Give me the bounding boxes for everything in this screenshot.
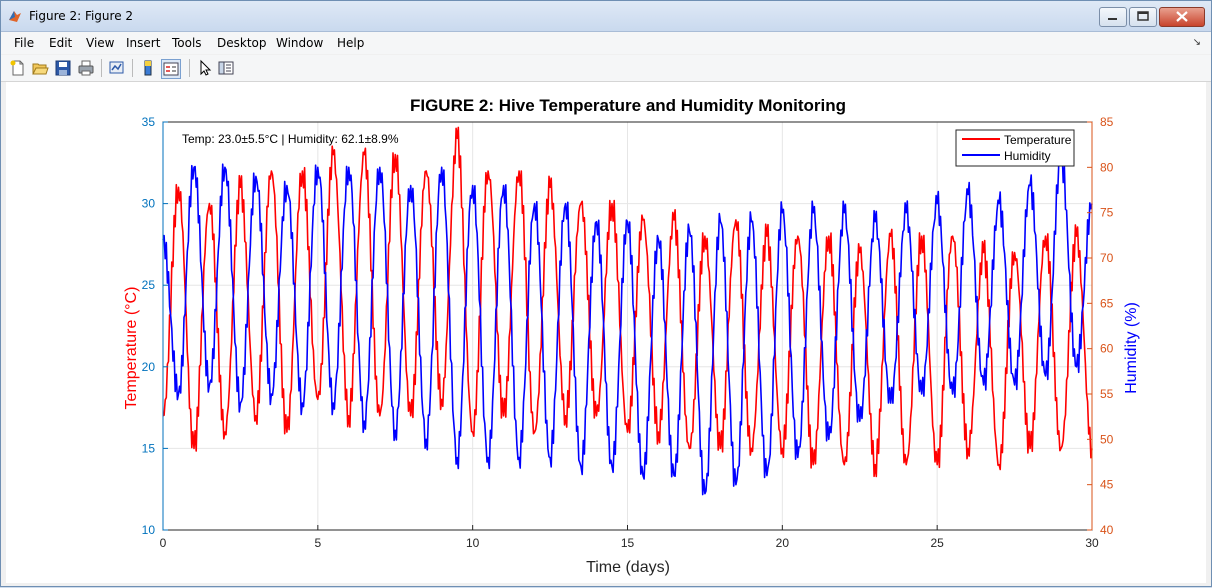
y-tick-label-right: 80 — [1100, 160, 1114, 174]
y-axis-label-left: Temperature (°C) — [123, 287, 140, 410]
y-tick-label-right: 85 — [1100, 115, 1114, 129]
print-icon[interactable] — [77, 59, 95, 77]
maximize-icon — [1137, 11, 1149, 21]
minimize-button[interactable] — [1099, 7, 1127, 27]
close-icon — [1176, 11, 1188, 22]
toolbar-separator — [101, 59, 102, 77]
y-tick-label-right: 40 — [1100, 523, 1114, 537]
x-tick-label: 10 — [466, 536, 480, 550]
menu-desktop[interactable]: Desktop — [217, 36, 267, 50]
toolbar — [1, 55, 1211, 82]
series-layer — [162, 126, 1093, 496]
y-tick-label-left: 20 — [142, 360, 156, 374]
window-title: Figure 2: Figure 2 — [29, 9, 134, 23]
y-tick-label-right: 60 — [1100, 342, 1114, 356]
maximize-button[interactable] — [1129, 7, 1157, 27]
series-line-humidity — [162, 149, 1093, 496]
legend-label-humidity: Humidity — [1004, 149, 1051, 163]
x-tick-label: 25 — [930, 536, 944, 550]
menu-file[interactable]: File — [14, 36, 35, 50]
y-tick-label-right: 70 — [1100, 251, 1114, 265]
grid-lines — [163, 122, 1092, 530]
insert-legend-icon[interactable] — [161, 59, 181, 79]
x-tick-label: 0 — [160, 536, 167, 550]
legend-box — [955, 129, 1075, 167]
axis-ticks: 0 5 10 15 20 25 30 10 15 20 25 30 35 40 45 50 55 60 65 70 75… — [142, 115, 1114, 550]
y-tick-label-left: 15 — [142, 441, 156, 455]
matlab-icon — [9, 11, 21, 22]
menu-tools[interactable]: Tools — [172, 36, 202, 50]
menu-overflow-arrow[interactable]: ↘ — [1192, 37, 1201, 48]
menu-edit[interactable]: Edit — [49, 36, 73, 50]
menu-insert[interactable]: Insert — [126, 36, 161, 50]
property-inspector-icon[interactable] — [217, 59, 235, 77]
legend[interactable]: Temperature Humidity — [955, 129, 1075, 167]
minimize-icon — [1108, 18, 1117, 20]
x-tick-label: 5 — [314, 536, 321, 550]
open-file-icon[interactable] — [31, 59, 49, 77]
chart-svg: 0 5 10 15 20 25 30 10 15 20 25 30 35 40 45 50 55 60 65 70 75… — [123, 96, 1140, 576]
y-tick-label-left: 35 — [142, 115, 156, 129]
close-button[interactable] — [1159, 7, 1205, 27]
menu-view[interactable]: View — [86, 36, 115, 50]
y-axis-label-right: Humidity (%) — [1123, 302, 1140, 394]
y-tick-label-right: 55 — [1100, 387, 1114, 401]
toolbar-separator — [189, 59, 190, 77]
figure-canvas: 0 5 10 15 20 25 30 10 15 20 25 30 35 40 45 50 55 60 65 70 75… — [6, 82, 1206, 583]
title-bar[interactable]: Figure 2: Figure 2 — [1, 1, 1211, 32]
y-tick-label-left: 25 — [142, 278, 156, 292]
save-icon[interactable] — [54, 59, 72, 77]
menu-bar: File Edit View Insert Tools Desktop Wind… — [1, 32, 1211, 54]
series-line-temperature — [162, 126, 1093, 478]
edit-plot-icon[interactable] — [196, 59, 214, 77]
y-tick-label-right: 65 — [1100, 296, 1114, 310]
y-tick-label-right: 45 — [1100, 478, 1114, 492]
stats-annotation: Temp: 23.0±5.5°C | Humidity: 62.1±8.9% — [182, 132, 399, 146]
link-plot-icon[interactable] — [108, 59, 126, 77]
y-tick-label-left: 30 — [142, 197, 156, 211]
toolbar-separator — [132, 59, 133, 77]
legend-label-temperature: Temperature — [1004, 133, 1072, 147]
x-tick-label: 20 — [776, 536, 790, 550]
y-tick-label-right: 50 — [1100, 432, 1114, 446]
new-figure-icon[interactable] — [9, 59, 27, 77]
insert-colorbar-icon[interactable] — [139, 59, 157, 77]
menu-help[interactable]: Help — [337, 36, 365, 50]
chart-title: FIGURE 2: Hive Temperature and Humidity … — [410, 96, 846, 115]
y-tick-label-left: 10 — [142, 523, 156, 537]
menu-window[interactable]: Window — [276, 36, 324, 50]
x-tick-label: 30 — [1085, 536, 1099, 550]
x-axis-label: Time (days) — [586, 559, 670, 576]
x-tick-label: 15 — [621, 536, 635, 550]
y-tick-label-right: 75 — [1100, 206, 1114, 220]
